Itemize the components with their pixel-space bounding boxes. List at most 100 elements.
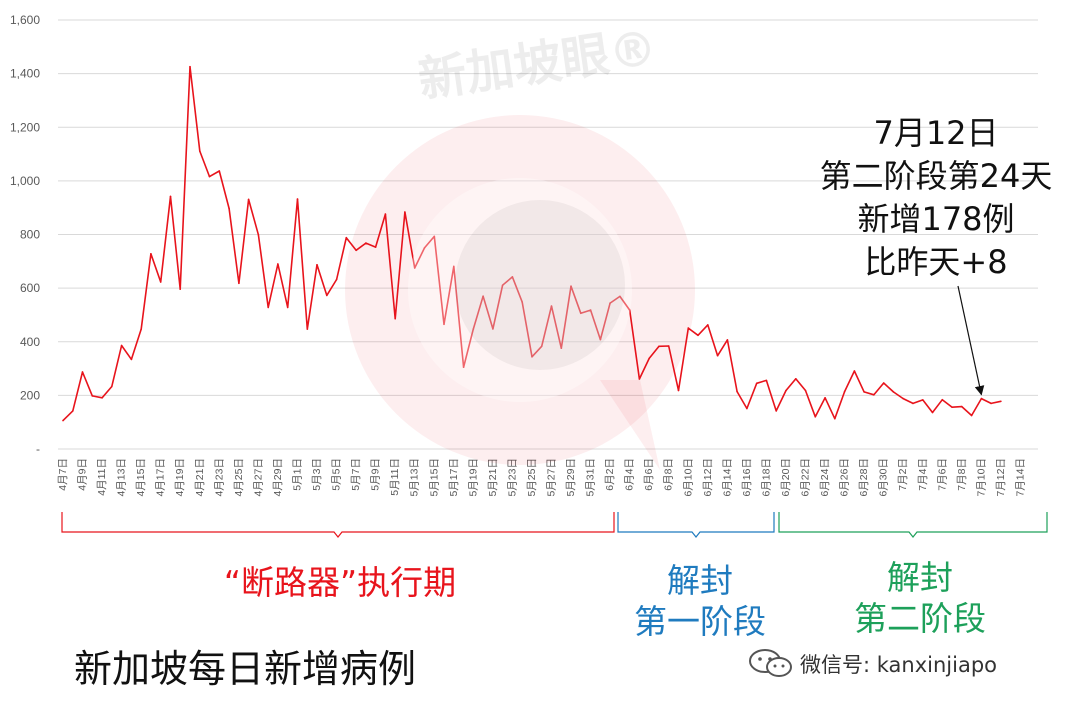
y-tick-label: 800 (20, 228, 40, 242)
annotation-line-new-cases: 新增178例 (857, 200, 1015, 238)
x-tick-label: 5月21日 (487, 458, 499, 497)
x-tick-label: 6月30日 (878, 458, 890, 497)
x-tick-label: 7月14日 (1014, 458, 1026, 497)
x-tick-label: 5月19日 (467, 458, 479, 497)
data-point (355, 249, 357, 252)
x-tick-label: 5月17日 (448, 458, 460, 497)
chart-footer-title: 新加坡每日新增病例 (74, 647, 417, 691)
data-point (922, 399, 924, 401)
data-point (570, 285, 572, 288)
y-axis-ticks: - 200 400 600 800 1,000 1,200 1,400 1,600 (10, 13, 40, 456)
data-point (755, 382, 758, 385)
data-point (159, 281, 162, 283)
data-point (130, 358, 133, 361)
bracket-phase-1 (617, 512, 775, 538)
x-tick-label: 5月25日 (526, 458, 538, 497)
data-point (413, 267, 416, 269)
x-tick-label: 5月27日 (546, 458, 558, 497)
data-point (609, 302, 611, 304)
data-point (189, 65, 191, 68)
data-point (912, 402, 914, 405)
data-point (238, 282, 240, 285)
x-tick-label: 7月2日 (897, 458, 909, 491)
data-point (296, 198, 299, 200)
data-point (531, 356, 533, 358)
x-tick-label: 4月21日 (194, 458, 206, 497)
y-tick-label: 1,600 (10, 13, 40, 27)
x-tick-label: 6月26日 (839, 458, 851, 497)
annotation-arrow (957, 285, 985, 396)
data-point (81, 371, 84, 373)
data-point (892, 391, 895, 393)
phase-label-line: 解封 (667, 561, 733, 600)
data-point (453, 265, 455, 268)
x-tick-label: 4月9日 (77, 458, 89, 491)
phase-label-line: 第二阶段 (854, 599, 986, 639)
y-tick-label: - (36, 442, 40, 456)
data-point (882, 382, 885, 384)
x-tick-label: 4月13日 (116, 458, 128, 497)
annotation-line-date: 7月12日 (873, 114, 999, 152)
x-tick-label: 7月4日 (917, 458, 929, 491)
phase-label-line: “断路器”执行期 (223, 563, 457, 602)
bracket-circuit-breaker (61, 512, 615, 538)
data-point (667, 345, 670, 347)
x-tick-label: 4月15日 (135, 458, 147, 497)
y-tick-label: 1,400 (10, 67, 40, 81)
x-tick-label: 7月6日 (936, 458, 948, 491)
data-point (345, 236, 348, 239)
data-point (697, 334, 699, 337)
data-point (277, 263, 279, 265)
data-point (218, 170, 221, 172)
x-tick-label: 4月25日 (233, 458, 245, 497)
x-tick-label: 4月19日 (174, 458, 186, 497)
data-point (746, 407, 748, 410)
annotation-line-change: 比昨天+8 (864, 243, 1008, 281)
y-tick-label: 200 (20, 388, 40, 402)
data-point (91, 395, 94, 397)
data-point (785, 389, 787, 392)
x-tick-label: 5月31日 (585, 458, 597, 497)
x-tick-label: 5月1日 (291, 458, 303, 491)
data-point (804, 389, 807, 392)
x-tick-label: 5月15日 (428, 458, 440, 497)
wechat-credit: 微信号: kanxinjiapo (748, 648, 997, 680)
x-tick-label: 5月23日 (506, 458, 518, 497)
x-tick-label: 5月3日 (311, 458, 323, 491)
y-tick-label: 1,000 (10, 174, 40, 188)
data-point (384, 213, 387, 215)
data-point (1000, 400, 1002, 403)
data-point (326, 294, 328, 297)
data-point (150, 253, 152, 255)
x-tick-label: 6月20日 (780, 458, 792, 497)
data-point (140, 328, 142, 330)
annotation-line-phase-day: 第二阶段第24天 (819, 157, 1053, 195)
data-point (247, 198, 250, 201)
x-tick-label: 6月24日 (819, 458, 831, 497)
x-tick-label: 5月29日 (565, 458, 577, 497)
data-point (550, 305, 553, 307)
x-tick-label: 4月11日 (96, 458, 108, 496)
data-point (980, 397, 983, 400)
data-point (863, 391, 865, 393)
data-point (482, 295, 484, 298)
x-tick-label: 7月12日 (995, 458, 1007, 497)
phase-label-reopen-phase-2: 解封 第二阶段 (820, 557, 1020, 640)
x-tick-label: 4月23日 (213, 458, 225, 497)
data-point (970, 414, 973, 417)
data-point (443, 323, 445, 326)
data-point (580, 312, 582, 315)
data-point (540, 345, 543, 348)
data-point (716, 354, 719, 357)
latest-day-annotation: 7月12日 第二阶段第24天 新增178例 比昨天+8 (800, 112, 1072, 284)
data-point (873, 394, 875, 396)
x-tick-label: 6月10日 (682, 458, 694, 497)
data-point (199, 150, 201, 152)
series-daily-cases (62, 65, 1002, 422)
data-point (169, 195, 172, 198)
data-point (707, 324, 709, 326)
data-point (843, 390, 846, 393)
y-tick-label: 600 (20, 281, 40, 295)
data-point (628, 309, 631, 311)
data-point (951, 406, 953, 409)
